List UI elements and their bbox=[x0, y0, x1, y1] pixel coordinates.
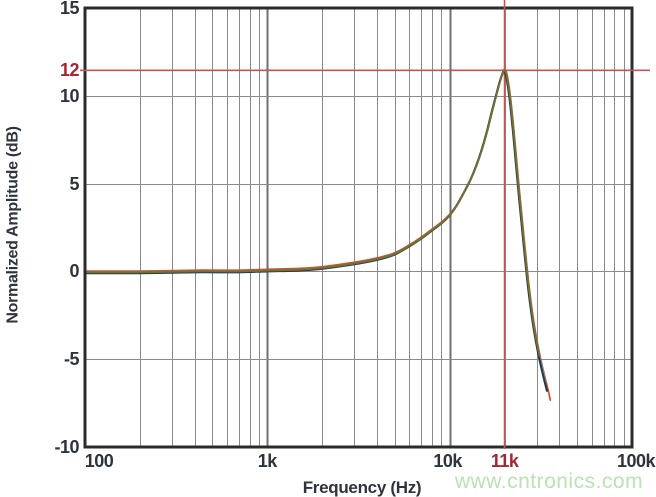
axis-box bbox=[83, 6, 634, 449]
x-tick-label-10k: 10k bbox=[433, 451, 462, 471]
y-axis-title: Normalized Amplitude (dB) bbox=[5, 126, 22, 324]
y-tick-label-10: 10 bbox=[59, 85, 80, 106]
watermark-text: www.cntronics.com bbox=[454, 470, 644, 493]
y-tick-label-15: 15 bbox=[59, 0, 80, 18]
y-tick-label-12: 12 bbox=[59, 60, 80, 81]
y-tick-label--10: -10 bbox=[54, 437, 79, 457]
series-mic-blue bbox=[86, 69, 545, 378]
y-axis-title-wrap: Normalized Amplitude (dB) bbox=[0, 100, 28, 350]
x-tick-label-100: 100 bbox=[84, 451, 114, 471]
series-mic-navy bbox=[86, 70, 548, 392]
x-tick-label-100k: 100k bbox=[616, 451, 656, 471]
y-tick-label--5: -5 bbox=[63, 349, 80, 370]
series-mic-orange bbox=[86, 68, 552, 401]
series-mic-olive bbox=[86, 69, 541, 357]
y-tick-label-0: 0 bbox=[69, 261, 79, 282]
series-mic-steel bbox=[86, 69, 547, 383]
x-tick-label-11k: 11k bbox=[490, 451, 519, 471]
y-tick-label-5: 5 bbox=[69, 173, 79, 194]
x-tick-label-1k: 1k bbox=[257, 451, 278, 471]
x-axis-title: Frequency (Hz) bbox=[302, 478, 422, 497]
